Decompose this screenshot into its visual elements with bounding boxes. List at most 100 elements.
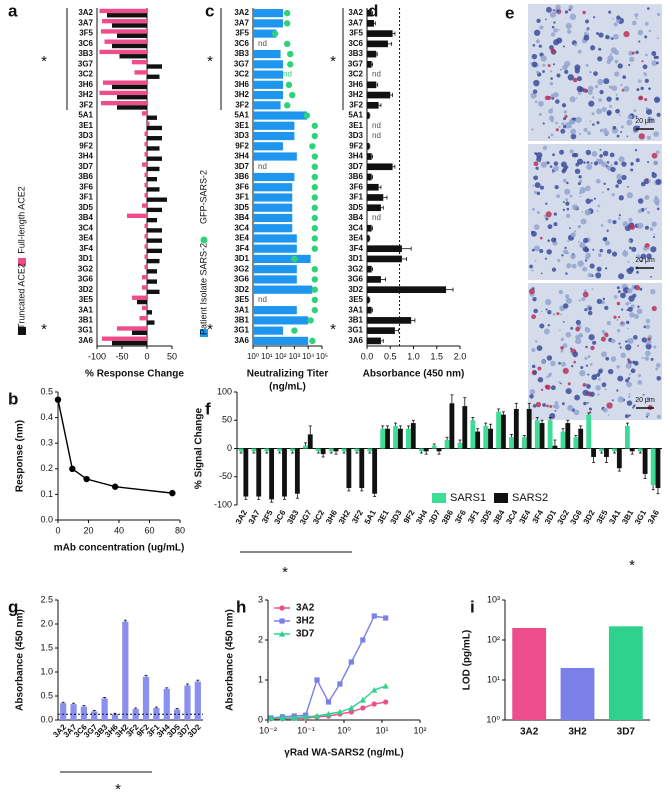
cell [569,227,571,230]
category-label: 3C2 [311,508,326,526]
bar [253,285,313,294]
cell [569,149,574,154]
cell [643,325,647,329]
cell [531,230,534,234]
bar [80,706,87,720]
cell [585,149,592,156]
cell [559,68,563,71]
cell [628,373,632,376]
category-label: 3C4 [234,223,249,232]
cell [583,161,586,164]
dot [311,276,318,283]
category-label: 3B6 [234,172,249,181]
cell [612,17,614,20]
bar [117,33,147,38]
category-label: 3D2 [186,722,203,739]
bar [367,101,379,109]
bar [367,30,393,37]
x-axis-title: Absorbance (450 nm) [363,369,465,380]
cell [620,83,623,87]
bar [253,142,284,151]
nd-label: nd [372,131,381,140]
cell [656,112,661,117]
cell [634,13,639,18]
bar [253,121,295,130]
category-label: 3H4 [78,152,93,161]
dot [311,173,318,181]
category-label: 3D3 [234,131,249,140]
category-label: 3A1 [607,508,622,526]
y-axis-title: % Signal Change [194,408,205,490]
cell [581,297,586,302]
bar [608,626,643,720]
category-label: 3D7 [617,727,636,738]
dot [311,225,318,232]
bar [147,166,160,172]
marker [69,465,76,472]
cell [550,32,556,37]
cell [598,369,603,374]
cell [625,301,630,306]
cell [589,120,592,123]
category-label: 3A1 [78,305,93,314]
cell [602,407,608,413]
cell [617,315,621,319]
y-tick-label: 10² [487,634,500,644]
bar [367,224,372,232]
cell [607,111,611,116]
cell [583,32,587,35]
cell [653,233,656,235]
cell [568,5,574,10]
bar [354,448,360,452]
cell [645,107,649,110]
category-label: 3D3 [388,508,403,526]
annotation: * [330,53,336,70]
cell [531,248,535,252]
cell [574,168,581,175]
cell [589,71,592,73]
cell [550,133,554,137]
bar [147,217,157,223]
cell [539,25,544,30]
cell [565,198,569,202]
bar [573,437,579,449]
cell [629,312,635,318]
cell [566,181,569,185]
cell [542,122,545,125]
cell [656,363,661,368]
cell [647,117,654,124]
annotation: * [282,564,288,581]
cell [578,333,584,338]
cell [628,395,631,399]
cell [585,256,589,261]
cell [563,110,567,114]
cell [633,109,637,113]
category-label: 3D7 [234,162,249,171]
cell [602,297,606,301]
category-label: 3G6 [348,275,364,284]
cell [610,166,616,173]
cell [595,158,599,162]
cell [565,331,572,338]
cell [601,161,607,167]
bar [655,448,661,489]
cell [630,368,636,374]
dot [291,255,298,263]
legend-label: 3A2 [296,603,315,614]
cell [529,389,536,395]
cell [637,198,644,204]
cell [575,116,582,124]
bar [444,440,450,449]
cell [618,195,624,201]
bar [269,448,275,500]
y-tick-label: 0.3 [40,438,53,448]
y-tick-label: 1.0 [40,666,53,676]
dot [303,112,311,119]
category-label: 3C6 [272,508,287,526]
dot [311,122,318,129]
cell [533,245,540,252]
cell [567,404,574,412]
cell [569,194,573,198]
scale-bar-label: 20 μm [635,397,655,404]
nd-label: nd [258,39,267,48]
